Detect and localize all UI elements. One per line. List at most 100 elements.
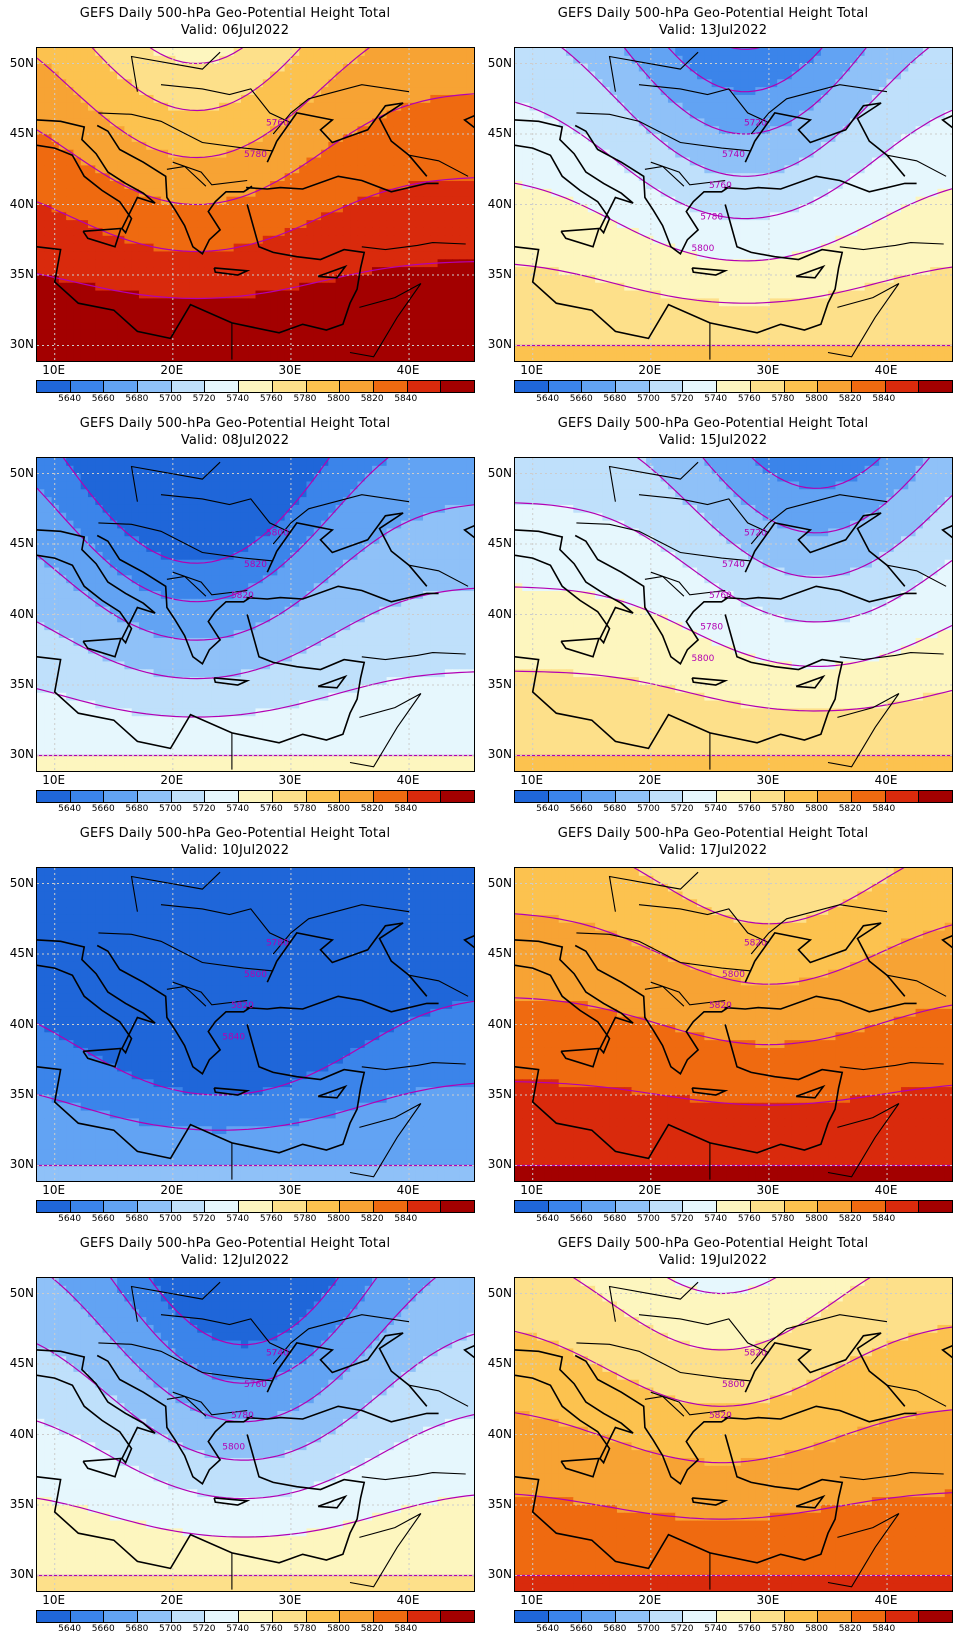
field-cell [408,227,417,237]
field-cell [908,196,917,206]
field-cell [762,329,771,339]
field-cell [711,204,720,213]
field-cell [842,227,851,237]
field-cell [306,173,315,182]
field-cell [189,79,198,88]
field-cell [806,298,815,307]
field-cell [784,126,793,135]
field-cell [784,157,793,166]
field-cell [437,227,446,237]
field-cell [675,55,684,65]
field-cell [908,274,917,284]
field-cell [646,251,654,260]
field-cell [87,321,96,331]
field-cell [697,196,705,206]
field-cell [328,220,337,229]
field-cell [299,149,308,159]
field-cell [430,267,439,276]
field-cell [653,102,662,112]
field-cell [364,282,373,292]
field-cell [835,126,844,135]
field-cell [762,102,771,112]
field-cell [871,165,880,174]
field-cell [131,329,140,339]
field-cell [219,259,227,268]
field-cell [813,337,822,346]
field-cell [393,188,402,198]
field-cell [44,102,53,112]
field-cell [37,157,45,166]
field-cell [864,48,873,57]
field-cell [175,71,184,80]
colorbar-swatch [339,381,373,392]
field-cell [886,165,895,174]
field-cell [342,79,351,88]
field-cell [536,102,545,112]
field-cell [748,181,756,190]
field-cell [893,204,902,213]
field-cell [922,71,931,80]
field-cell [777,134,786,143]
field-cell [233,353,242,361]
field-cell [423,345,431,354]
field-cell [835,141,844,151]
field-cell [784,55,793,65]
field-cell [197,149,206,159]
field-cell [357,149,366,159]
field-cell [240,235,249,245]
field-cell [364,87,373,96]
field-cell [138,267,147,276]
field-cell [138,63,147,73]
field-cell [189,306,198,315]
field-cell [153,298,162,307]
field-cell [44,181,53,190]
field-cell [864,282,873,292]
field-cell [357,204,366,213]
field-cell [226,227,235,237]
field-cell [168,314,176,323]
field-cell [240,48,249,57]
field-cell [386,298,395,307]
field-cell [893,165,902,174]
field-cell [689,345,698,354]
field-cell [515,173,523,182]
field-cell [248,212,257,221]
field-cell [160,188,169,198]
field-cell [748,196,756,206]
field-cell [313,337,322,346]
field-cell [291,71,300,80]
field-cell [624,306,633,315]
field-cell [153,134,162,143]
field-cell [704,79,713,88]
field-cell [80,55,89,65]
field-cell [153,149,162,159]
field-cell [437,141,446,151]
field-cell [219,251,227,260]
field-cell [886,220,895,229]
field-cell [893,345,902,354]
field-cell [284,220,293,229]
field-cell [364,235,373,245]
field-cell [944,227,952,237]
field-cell [306,134,315,143]
field-cell [718,94,727,104]
field-cell [624,110,633,120]
field-cell [386,48,395,57]
field-cell [893,212,902,221]
field-cell [131,353,140,361]
field-cell [515,212,523,221]
field-cell [153,87,162,96]
field-cell [270,220,278,229]
field-cell [915,329,924,339]
field-cell [609,188,618,198]
field-cell [58,149,67,159]
field-cell [240,337,249,346]
field-cell [711,212,720,221]
field-cell [168,196,176,206]
field-cell [609,298,618,307]
field-cell [131,94,140,104]
field-cell [277,259,286,268]
field-cell [697,173,705,182]
field-cell [536,181,545,190]
field-cell [580,235,589,245]
